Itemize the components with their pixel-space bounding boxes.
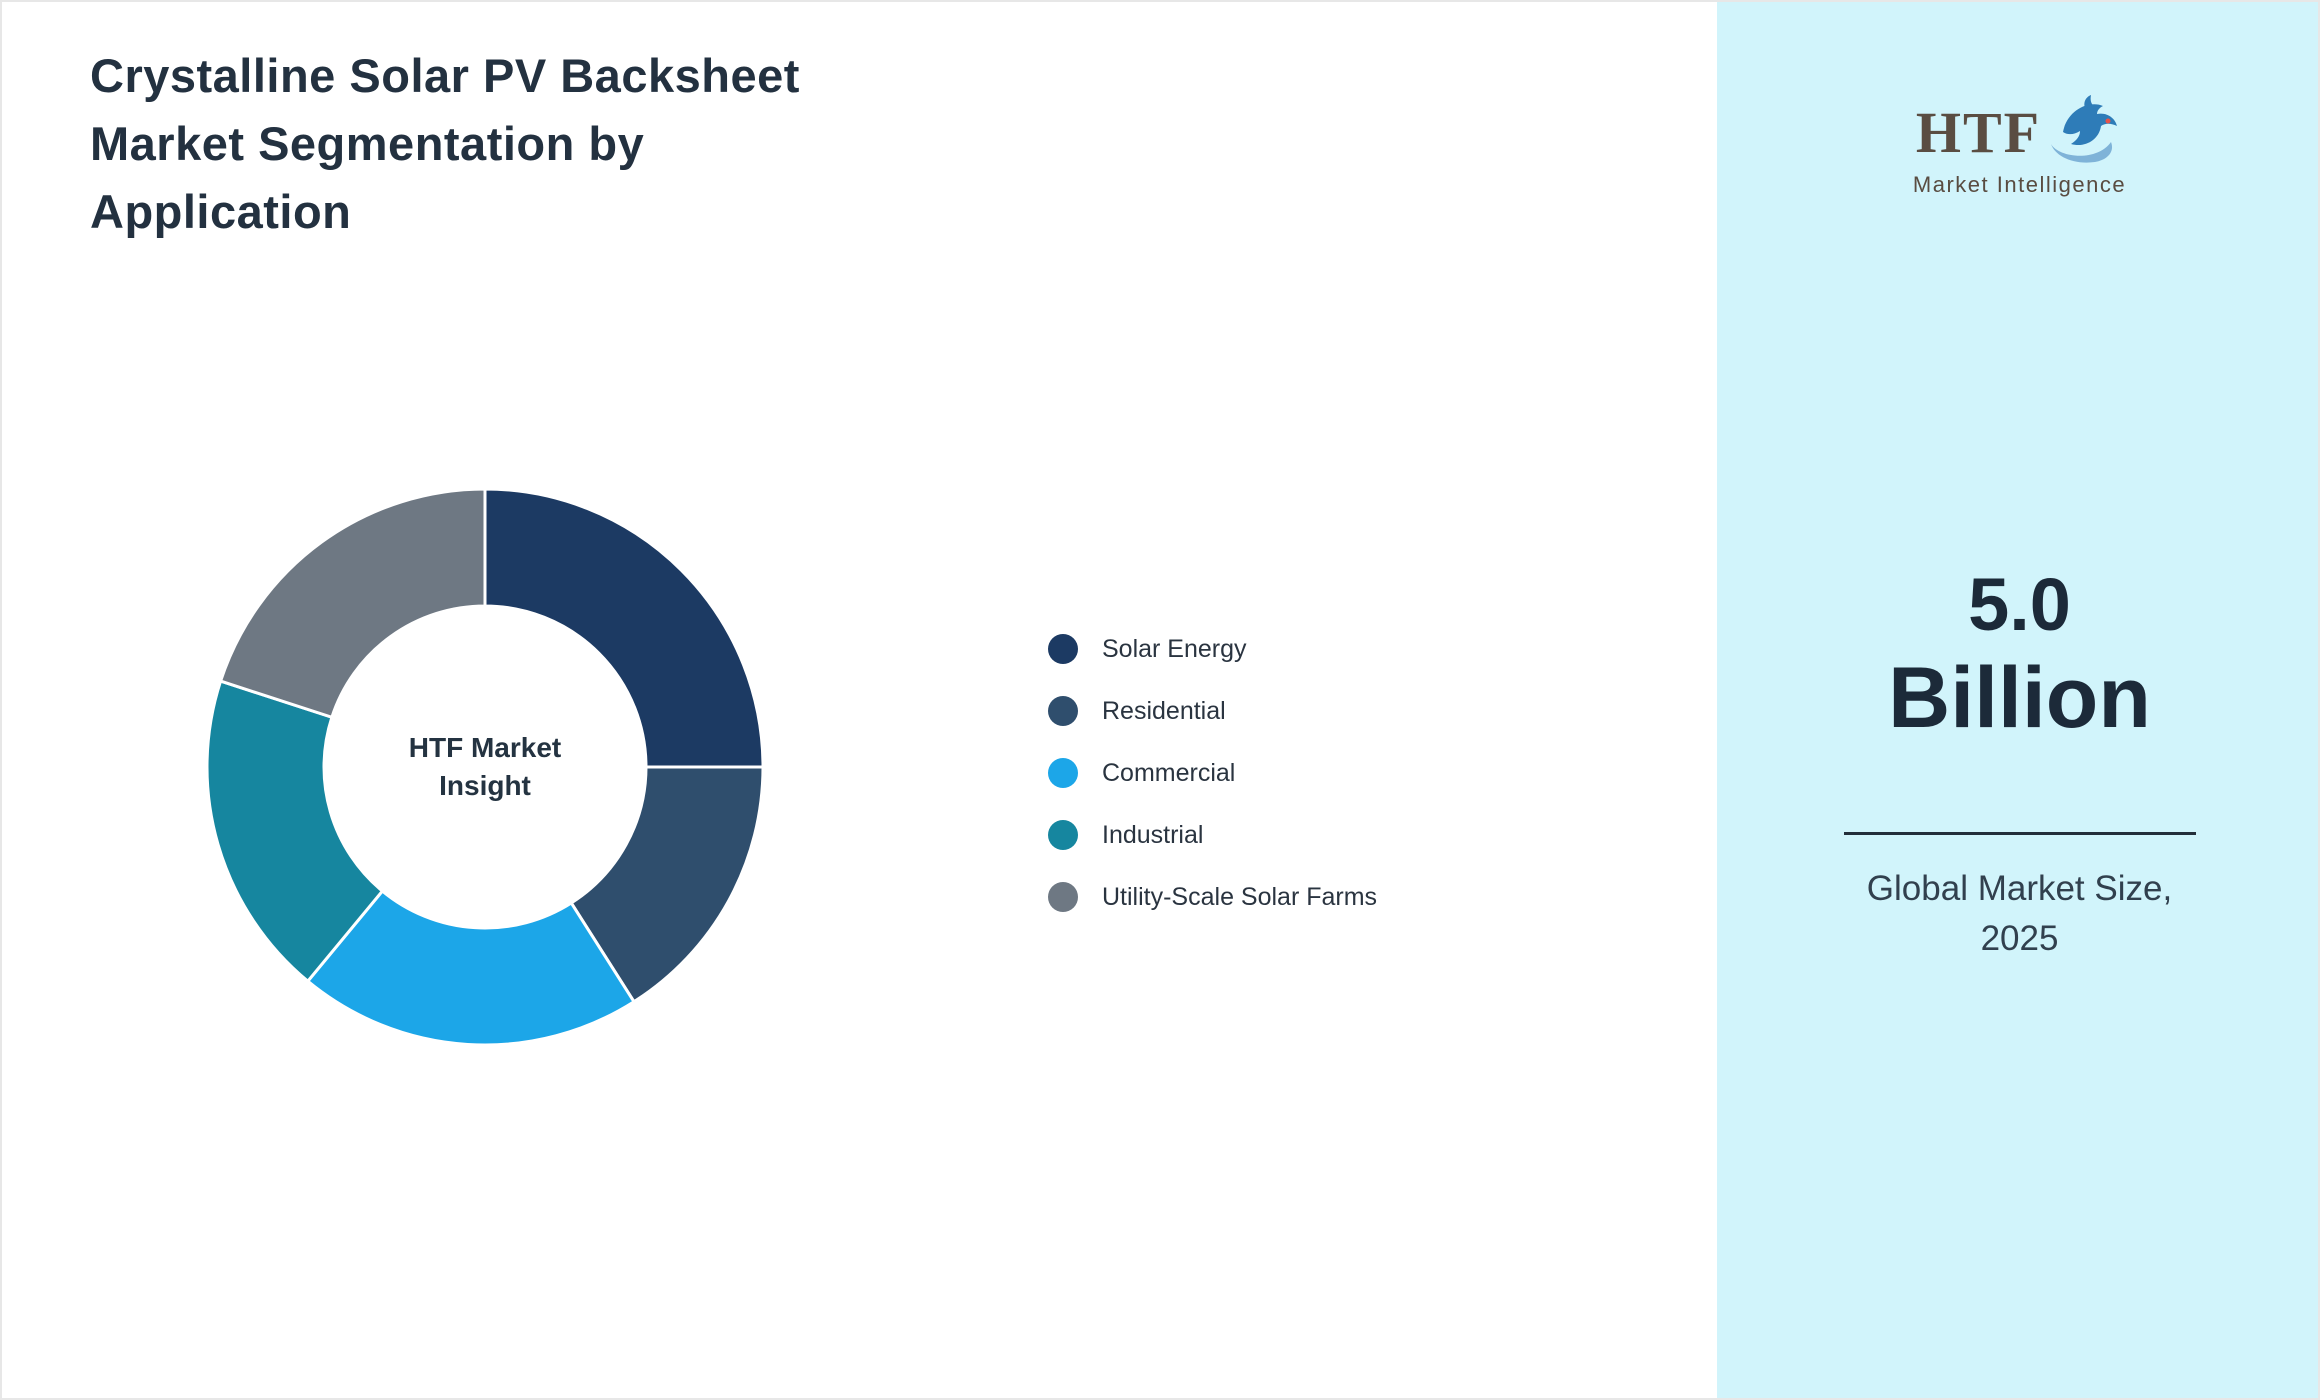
legend: Solar Energy Residential Commercial Industr… — [1048, 618, 1377, 928]
htf-logo: HTF Market Intelligence — [1717, 92, 2318, 198]
legend-dot — [1048, 820, 1078, 850]
legend-item: Utility-Scale Solar Farms — [1048, 866, 1377, 928]
legend-label: Residential — [1102, 696, 1226, 725]
htf-logo-text: HTF — [1915, 99, 2042, 165]
htf-logo-subtext: Market Intelligence — [1912, 172, 2127, 197]
market-size-number: 5.0 — [1968, 563, 2071, 646]
legend-label: Industrial — [1102, 820, 1204, 849]
donut-segment-1 — [569, 765, 765, 1004]
legend-dot — [1048, 882, 1078, 912]
market-size-caption: Global Market Size, 2025 — [1717, 864, 2318, 964]
page-title-line: Crystalline Solar PV Backsheet — [90, 49, 800, 102]
htf-logo-top: HTF — [1717, 92, 2318, 172]
donut-chart-svg — [205, 487, 765, 1047]
market-size-caption-line: Global Market Size, — [1866, 869, 2173, 908]
donut-segment-3 — [205, 679, 384, 983]
divider — [1843, 832, 2196, 835]
legend-label: Commercial — [1102, 758, 1236, 787]
donut-segment-0 — [483, 487, 765, 769]
page-title-line: Market Segmentation by — [90, 117, 645, 170]
sidebar: HTF Market Intelligence 5.0 Billion Glob… — [1717, 2, 2318, 1398]
legend-item: Industrial — [1048, 804, 1377, 866]
page-title: Crystalline Solar PV Backsheet Market Se… — [90, 42, 1090, 246]
legend-dot — [1048, 758, 1078, 788]
market-size-caption-line: 2025 — [1980, 919, 2059, 958]
legend-dot — [1048, 634, 1078, 664]
donut-segment-2 — [306, 889, 636, 1047]
legend-item: Commercial — [1048, 742, 1377, 804]
market-size-unit: Billion — [1888, 650, 2151, 746]
legend-label: Solar Energy — [1102, 634, 1247, 663]
market-size-value: 5.0 Billion — [1717, 562, 2318, 748]
dolphin-icon — [2051, 95, 2118, 163]
page-title-line: Application — [90, 185, 352, 238]
legend-item: Residential — [1048, 680, 1377, 742]
legend-dot — [1048, 696, 1078, 726]
legend-item: Solar Energy — [1048, 618, 1377, 680]
donut-chart: HTF Market Insight — [202, 484, 768, 1050]
donut-segment-4 — [219, 487, 487, 719]
legend-label: Utility-Scale Solar Farms — [1102, 882, 1378, 911]
